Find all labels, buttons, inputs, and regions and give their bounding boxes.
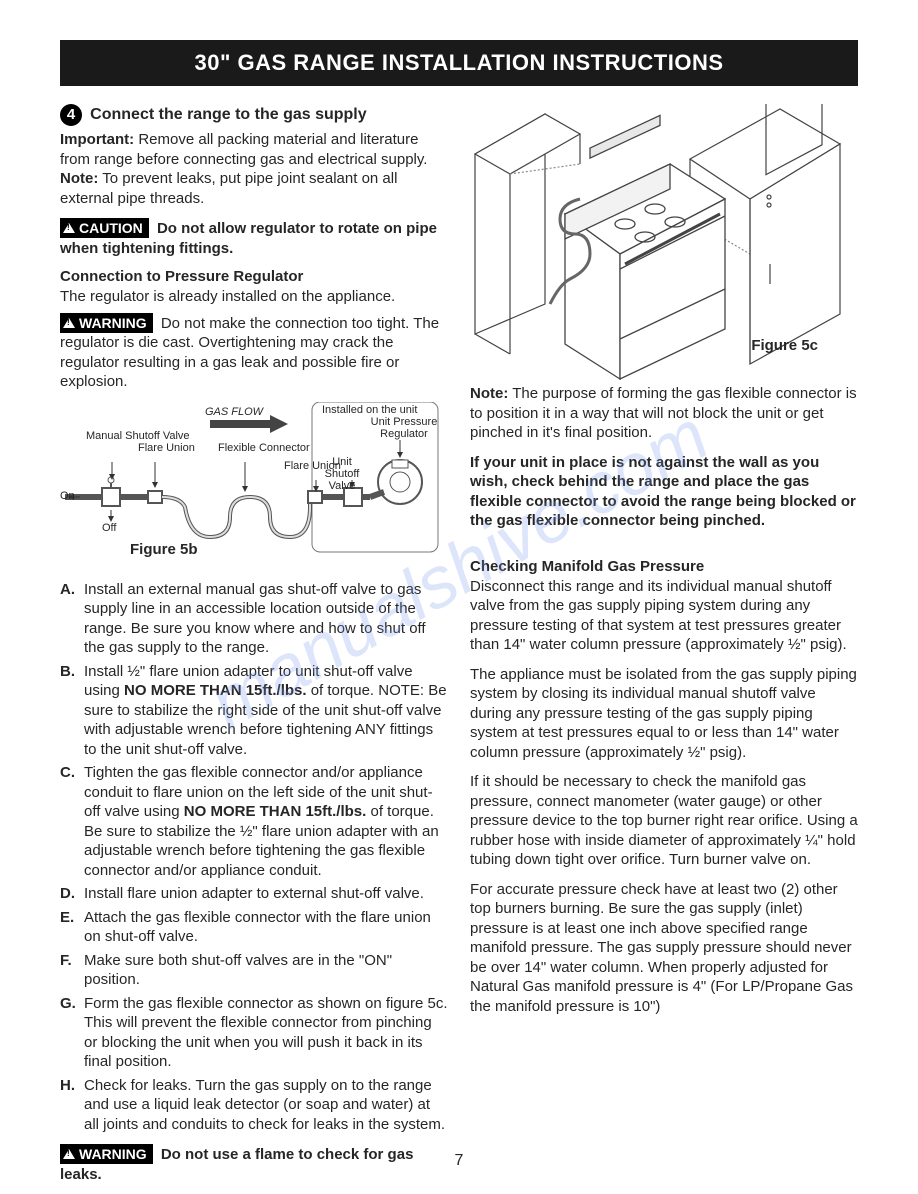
warning1-paragraph: WARNING Do not make the connection too t… xyxy=(60,313,448,392)
fig5b-installed: Installed on the unit xyxy=(322,404,417,416)
page-title: 30" GAS RANGE INSTALLATION INSTRUCTIONS xyxy=(194,50,723,75)
step-item: H.Check for leaks. Turn the gas supply o… xyxy=(60,1076,448,1135)
left-column: 4 Connect the range to the gas supply Im… xyxy=(60,104,448,1194)
step-text: Check for leaks. Turn the gas supply on … xyxy=(84,1076,448,1135)
step-letter: G. xyxy=(60,994,84,1072)
warning2-paragraph: WARNING Do not use a flame to check for … xyxy=(60,1144,448,1184)
note2-label: Note: xyxy=(470,385,508,402)
fig5b-flare2: Flare Union xyxy=(284,460,341,472)
figure-5c: Figure 5c xyxy=(470,104,858,384)
check-p2: The appliance must be isolated from the … xyxy=(470,665,858,763)
fig5b-on: On xyxy=(60,490,75,502)
step-text: Attach the gas flexible connector with t… xyxy=(84,908,448,947)
fig5b-upr: Unit Pressure Regulator xyxy=(360,416,448,440)
page-number: 7 xyxy=(455,1152,464,1170)
warning2-label: WARNING xyxy=(79,1145,147,1163)
note2-text: The purpose of forming the gas flexible … xyxy=(470,385,857,441)
step-number-badge: 4 xyxy=(60,104,82,126)
warning2-badge: WARNING xyxy=(60,1144,153,1164)
check-p3: If it should be necessary to check the m… xyxy=(470,772,858,870)
step-letter: C. xyxy=(60,763,84,880)
step-heading: Connect the range to the gas supply xyxy=(90,106,366,123)
step-letter: H. xyxy=(60,1076,84,1135)
check-heading: Checking Manifold Gas Pressure xyxy=(470,558,858,575)
step-letter: A. xyxy=(60,580,84,658)
fig5c-caption: Figure 5c xyxy=(751,337,818,354)
step-text: Install an external manual gas shut-off … xyxy=(84,580,448,658)
right-column: Figure 5c Note: The purpose of forming t… xyxy=(470,104,858,1194)
step-item: C.Tighten the gas flexible connector and… xyxy=(60,763,448,880)
two-column-layout: 4 Connect the range to the gas supply Im… xyxy=(60,104,858,1194)
warning1-label: WARNING xyxy=(79,314,147,332)
bold-warning-paragraph: If your unit in place is not against the… xyxy=(470,453,858,531)
subtext-regulator: The regulator is already installed on th… xyxy=(60,287,448,307)
step-letter: B. xyxy=(60,662,84,760)
fig5b-flare1: Flare Union xyxy=(138,442,195,454)
step-item: E.Attach the gas flexible connector with… xyxy=(60,908,448,947)
step-text: Install ½" flare union adapter to unit s… xyxy=(84,662,448,760)
step-text: Tighten the gas flexible connector and/o… xyxy=(84,763,448,880)
step-item: G.Form the gas flexible connector as sho… xyxy=(60,994,448,1072)
figure-5b: GAS FLOW Installed on the unit Manual Sh… xyxy=(60,402,448,572)
step-row: 4 Connect the range to the gas supply xyxy=(60,104,448,126)
step-text: Form the gas flexible connector as shown… xyxy=(84,994,448,1072)
steps-list: A.Install an external manual gas shut-of… xyxy=(60,580,448,1135)
step-text: Make sure both shut-off valves are in th… xyxy=(84,951,448,990)
note1-text: To prevent leaks, put pipe joint sealant… xyxy=(60,170,397,207)
important-paragraph: Important: Remove all packing material a… xyxy=(60,130,448,208)
note1-label: Note: xyxy=(60,170,98,187)
caution-badge: CAUTION xyxy=(60,218,149,238)
step-letter: F. xyxy=(60,951,84,990)
caution-paragraph: CAUTION Do not allow regulator to rotate… xyxy=(60,218,448,258)
fig5b-manual: Manual Shutoff Valve xyxy=(86,430,190,442)
step-item: A.Install an external manual gas shut-of… xyxy=(60,580,448,658)
step-letter: E. xyxy=(60,908,84,947)
check-p1: Disconnect this range and its individual… xyxy=(470,577,858,655)
caution-label: CAUTION xyxy=(79,219,143,237)
check-p4: For accurate pressure check have at leas… xyxy=(470,880,858,1017)
note2-paragraph: Note: The purpose of forming the gas fle… xyxy=(470,384,858,443)
warning1-badge: WARNING xyxy=(60,313,153,333)
step-item: B.Install ½" flare union adapter to unit… xyxy=(60,662,448,760)
step-item: D.Install flare union adapter to externa… xyxy=(60,884,448,904)
important-label: Important: xyxy=(60,131,134,148)
fig5b-gasflow: GAS FLOW xyxy=(205,406,263,418)
step-text: Install flare union adapter to external … xyxy=(84,884,448,904)
page-title-bar: 30" GAS RANGE INSTALLATION INSTRUCTIONS xyxy=(60,40,858,86)
fig5b-off: Off xyxy=(102,522,116,534)
step-letter: D. xyxy=(60,884,84,904)
step-item: F.Make sure both shut-off valves are in … xyxy=(60,951,448,990)
fig5b-flex: Flexible Connector xyxy=(218,442,310,454)
subheading-regulator: Connection to Pressure Regulator xyxy=(60,268,448,285)
fig5b-caption: Figure 5b xyxy=(130,542,198,559)
